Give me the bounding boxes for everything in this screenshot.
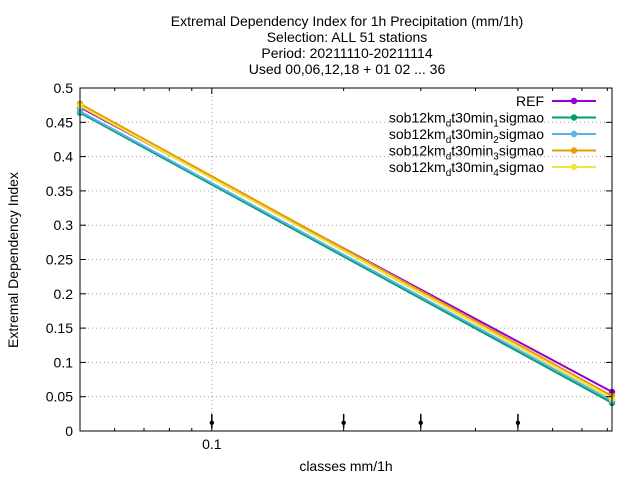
legend-label: sob12kmdt30min3sigmao bbox=[389, 143, 544, 163]
legend-label-subscript: 2 bbox=[493, 135, 499, 146]
y-tick-label: 0.05 bbox=[46, 389, 73, 405]
series-line bbox=[79, 104, 613, 400]
legend-label-part: sob12km bbox=[389, 126, 446, 142]
y-tick-label: 0 bbox=[65, 423, 73, 439]
legend-label-subscript: d bbox=[446, 168, 452, 179]
series-line bbox=[79, 111, 613, 404]
legend-label-subscript: d bbox=[446, 135, 452, 146]
legend-label-part: sigmao bbox=[499, 110, 544, 126]
series-line bbox=[79, 110, 613, 402]
x-axis: 0.1 bbox=[79, 88, 608, 452]
grid bbox=[80, 88, 612, 431]
legend-label-subscript: 1 bbox=[493, 119, 499, 130]
legend-label-part: sigmao bbox=[499, 143, 544, 159]
series-line bbox=[79, 102, 613, 397]
legend-label-part: t30min bbox=[451, 126, 493, 142]
legend: REFsob12kmdt30min1sigmaosob12kmdt30min2s… bbox=[389, 93, 596, 179]
threshold-marker-dot bbox=[341, 420, 346, 425]
legend-label-subscript: d bbox=[446, 119, 452, 130]
legend-label-subscript: d bbox=[446, 152, 452, 163]
legend-label: sob12kmdt30min1sigmao bbox=[389, 110, 544, 130]
y-tick-label: 0.35 bbox=[46, 183, 73, 199]
y-tick-label: 0.2 bbox=[54, 286, 74, 302]
legend-label-part: sob12km bbox=[389, 159, 446, 175]
threshold-marker-dot bbox=[418, 420, 423, 425]
legend-entry-4: sob12kmdt30min3sigmao bbox=[389, 143, 596, 163]
legend-label-part: sob12km bbox=[389, 110, 446, 126]
y-tick-label: 0.25 bbox=[46, 252, 73, 268]
y-tick-label: 0.5 bbox=[54, 80, 74, 96]
legend-label-part: t30min bbox=[451, 143, 493, 159]
legend-label: sob12kmdt30min2sigmao bbox=[389, 126, 544, 146]
x-tick-label: 0.1 bbox=[202, 436, 222, 452]
legend-entry-2: sob12kmdt30min1sigmao bbox=[389, 110, 596, 130]
title-line-1: Extremal Dependency Index for 1h Precipi… bbox=[171, 13, 524, 29]
title-line-2: Selection: ALL 51 stations bbox=[267, 29, 428, 45]
y-tick-label: 0.15 bbox=[46, 320, 73, 336]
y-tick-label: 0.3 bbox=[54, 217, 74, 233]
y-tick-label: 0.45 bbox=[46, 114, 73, 130]
legend-swatch-point bbox=[570, 147, 578, 154]
legend-label-subscript: 3 bbox=[493, 152, 499, 163]
threshold-markers bbox=[209, 413, 521, 428]
y-axis: 0 0.05 0.1 0.15 0.2 0.25 0.3 0.35 0.4 0.45 0.5 bbox=[46, 80, 612, 439]
threshold-marker-dot bbox=[209, 420, 215, 425]
legend-swatch-point bbox=[570, 163, 578, 171]
title-line-3: Period: 20211110-20211114 bbox=[261, 45, 432, 61]
series-layer bbox=[76, 100, 616, 407]
y-axis-label: Extremal Dependency Index bbox=[5, 172, 21, 348]
legend-label-part: sob12km bbox=[389, 143, 446, 159]
threshold-marker-dot bbox=[515, 420, 521, 425]
legend-label-subscript: 4 bbox=[493, 168, 499, 179]
chart-title: Extremal Dependency Index for 1h Precipi… bbox=[171, 13, 524, 77]
legend-swatch-point bbox=[570, 114, 578, 121]
title-line-4: Used 00,06,12,18 + 01 02 ... 36 bbox=[249, 61, 446, 77]
legend-entry-3: sob12kmdt30min2sigmao bbox=[389, 126, 596, 146]
legend-label: REF bbox=[516, 93, 544, 109]
legend-entry-1: REF bbox=[516, 93, 596, 109]
y-tick-label: 0.4 bbox=[54, 149, 74, 165]
legend-label-part: REF bbox=[516, 93, 544, 109]
legend-label-part: t30min bbox=[451, 159, 493, 175]
legend-label-part: sigmao bbox=[499, 159, 544, 175]
legend-label-part: t30min bbox=[451, 110, 493, 126]
x-axis-label: classes mm/1h bbox=[299, 458, 392, 474]
legend-label-part: sigmao bbox=[499, 126, 544, 142]
legend-entry-5: sob12kmdt30min4sigmao bbox=[389, 159, 596, 179]
y-tick-label: 0.1 bbox=[54, 354, 74, 370]
legend-swatch-point bbox=[570, 130, 578, 138]
legend-label: sob12kmdt30min4sigmao bbox=[389, 159, 544, 179]
legend-swatch-point bbox=[570, 97, 578, 105]
